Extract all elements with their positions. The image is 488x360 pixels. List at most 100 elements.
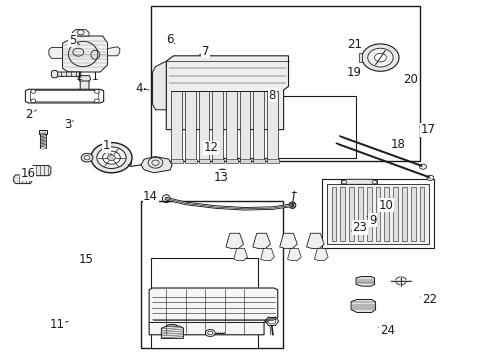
Text: 14: 14 bbox=[143, 190, 158, 203]
Circle shape bbox=[84, 156, 90, 160]
Text: 9: 9 bbox=[368, 214, 376, 227]
Polygon shape bbox=[49, 48, 62, 58]
Bar bbox=[198, 91, 209, 160]
Circle shape bbox=[81, 153, 93, 162]
Text: 22: 22 bbox=[421, 293, 436, 306]
Circle shape bbox=[361, 44, 398, 71]
Circle shape bbox=[426, 175, 433, 180]
Bar bbox=[253, 91, 264, 160]
Bar bbox=[358, 53, 361, 62]
Polygon shape bbox=[80, 80, 89, 94]
Circle shape bbox=[31, 99, 36, 103]
Text: 13: 13 bbox=[214, 171, 228, 184]
Polygon shape bbox=[314, 248, 327, 261]
Bar bbox=[366, 187, 371, 241]
Circle shape bbox=[367, 48, 392, 67]
Polygon shape bbox=[341, 179, 377, 184]
Polygon shape bbox=[30, 90, 99, 102]
Bar bbox=[184, 91, 195, 160]
Circle shape bbox=[94, 99, 99, 103]
Circle shape bbox=[107, 155, 115, 161]
Polygon shape bbox=[62, 36, 107, 72]
Text: 21: 21 bbox=[347, 39, 362, 51]
Bar bbox=[184, 159, 196, 163]
Polygon shape bbox=[225, 233, 243, 248]
Circle shape bbox=[31, 90, 36, 93]
Circle shape bbox=[289, 203, 295, 207]
Bar bbox=[331, 187, 336, 241]
Polygon shape bbox=[72, 30, 89, 36]
Text: 3: 3 bbox=[63, 118, 71, 131]
Polygon shape bbox=[107, 47, 120, 56]
Polygon shape bbox=[54, 72, 81, 76]
Polygon shape bbox=[149, 288, 277, 335]
Text: 6: 6 bbox=[165, 33, 173, 46]
Polygon shape bbox=[166, 56, 288, 130]
Text: 7: 7 bbox=[201, 45, 209, 58]
Bar bbox=[384, 187, 388, 241]
Polygon shape bbox=[260, 248, 274, 261]
Text: 1: 1 bbox=[102, 139, 110, 152]
Bar bbox=[340, 187, 345, 241]
Text: 24: 24 bbox=[379, 324, 394, 337]
Bar bbox=[253, 159, 264, 163]
Circle shape bbox=[91, 143, 132, 173]
Bar bbox=[419, 187, 424, 241]
Bar bbox=[171, 91, 182, 160]
Polygon shape bbox=[14, 175, 32, 184]
Circle shape bbox=[94, 90, 99, 93]
Polygon shape bbox=[350, 300, 375, 312]
Bar bbox=[239, 91, 250, 160]
Bar bbox=[39, 130, 47, 134]
Bar bbox=[198, 159, 210, 163]
Bar bbox=[410, 187, 415, 241]
Polygon shape bbox=[355, 276, 374, 286]
Text: 16: 16 bbox=[21, 167, 36, 180]
Bar bbox=[171, 159, 183, 163]
Text: 19: 19 bbox=[346, 66, 361, 79]
Polygon shape bbox=[233, 248, 247, 261]
Circle shape bbox=[97, 147, 126, 168]
Bar bbox=[357, 187, 362, 241]
Circle shape bbox=[341, 180, 346, 184]
Circle shape bbox=[267, 318, 275, 324]
Text: 2: 2 bbox=[25, 108, 33, 121]
Circle shape bbox=[207, 331, 212, 335]
Bar bbox=[348, 187, 353, 241]
Circle shape bbox=[419, 164, 426, 169]
Bar bbox=[239, 159, 251, 163]
Text: 10: 10 bbox=[378, 199, 393, 212]
Circle shape bbox=[102, 151, 120, 164]
Bar bbox=[321, 179, 433, 248]
Bar bbox=[150, 6, 419, 161]
Polygon shape bbox=[152, 61, 166, 110]
Polygon shape bbox=[25, 89, 103, 103]
Circle shape bbox=[371, 180, 376, 184]
Text: 17: 17 bbox=[420, 123, 434, 136]
Text: 23: 23 bbox=[352, 221, 366, 234]
Bar bbox=[212, 159, 224, 163]
Bar bbox=[401, 187, 406, 241]
Bar bbox=[326, 184, 428, 244]
Text: 8: 8 bbox=[268, 89, 276, 102]
Circle shape bbox=[374, 53, 386, 62]
Polygon shape bbox=[279, 233, 297, 248]
Polygon shape bbox=[51, 71, 58, 78]
Text: 5: 5 bbox=[68, 34, 76, 47]
Polygon shape bbox=[287, 248, 301, 261]
Bar bbox=[219, 96, 355, 158]
Bar bbox=[212, 91, 223, 160]
Bar bbox=[266, 91, 277, 160]
Polygon shape bbox=[306, 233, 324, 248]
Text: 18: 18 bbox=[390, 138, 405, 151]
Bar bbox=[225, 159, 237, 163]
Polygon shape bbox=[79, 76, 90, 81]
Bar bbox=[375, 187, 380, 241]
Circle shape bbox=[77, 30, 84, 35]
Bar bbox=[225, 91, 236, 160]
Polygon shape bbox=[252, 233, 270, 248]
Bar bbox=[141, 201, 282, 348]
Text: 15: 15 bbox=[79, 253, 93, 266]
Text: 12: 12 bbox=[203, 141, 218, 154]
Text: 4: 4 bbox=[135, 82, 143, 95]
